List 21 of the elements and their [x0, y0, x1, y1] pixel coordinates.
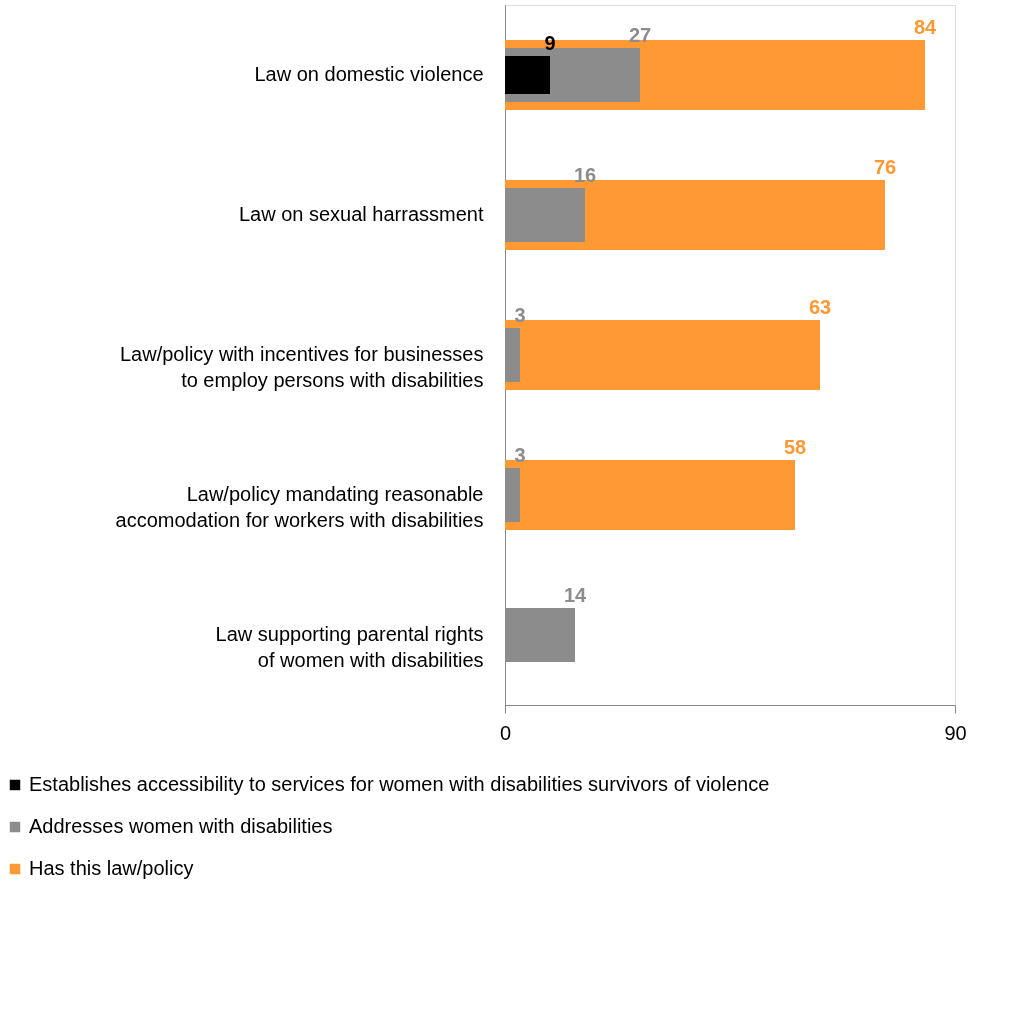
- bar: [505, 468, 520, 522]
- bar: [505, 320, 820, 390]
- x-tick-label: 90: [944, 721, 967, 744]
- legend-label: Has this law/policy: [29, 857, 194, 879]
- data-label: 76: [873, 156, 897, 178]
- data-label: 63: [808, 296, 832, 318]
- x-tick-label: 0: [499, 721, 512, 744]
- data-label: 84: [913, 16, 937, 38]
- bar: [505, 460, 795, 530]
- y-tick-label: Law on domestic violence: [254, 63, 484, 85]
- y-tick-label: Law on sexual harrassment: [238, 203, 484, 225]
- data-label: 58: [783, 436, 807, 458]
- bar: [505, 56, 550, 94]
- y-tick-label: Law/policy mandating reasonable accomodation for workers with disabilities: [115, 483, 484, 531]
- y-tick-label: Law supporting parental rights of women with disabilities: [215, 623, 484, 671]
- y-tick-label: Law/policy with incentives for businesses to employ persons with disabilities: [119, 343, 484, 391]
- legend-label: Establishes accessibility to services for women with disabilities survivors of violence: [29, 773, 770, 795]
- data-label: 14: [563, 584, 587, 606]
- legend-label: Addresses women with disabilities: [29, 815, 333, 837]
- bar: [505, 328, 520, 382]
- bar: [505, 188, 585, 242]
